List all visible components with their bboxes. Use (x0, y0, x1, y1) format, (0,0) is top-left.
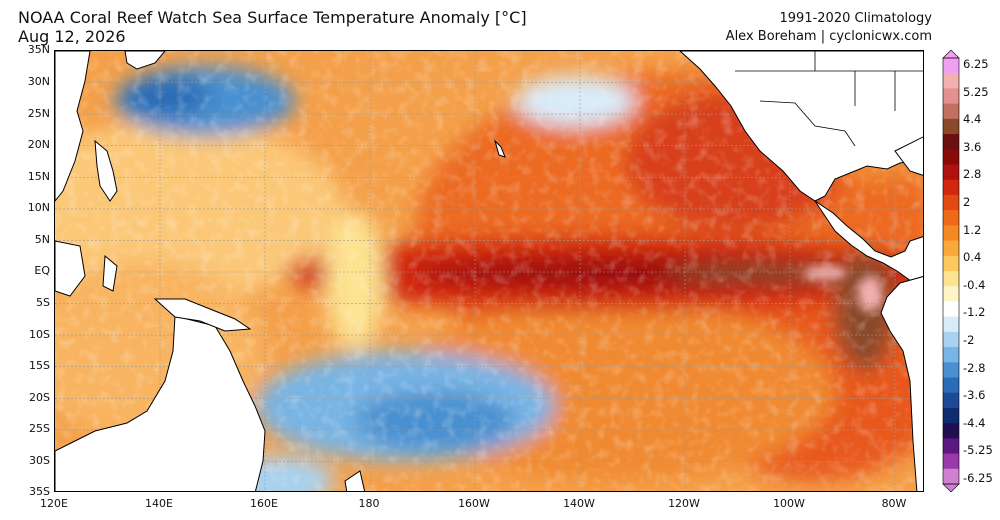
colorbar-swatch (943, 240, 959, 257)
colorbar-tick-label: -1.2 (963, 305, 986, 320)
colorbar-tick-label: -0.4 (963, 277, 986, 292)
lat-label: 20N (27, 138, 50, 151)
map-title: NOAA Coral Reef Watch Sea Surface Temper… (18, 8, 527, 27)
colorbar-tick-label: -4.4 (963, 415, 986, 430)
colorbar-swatch (943, 58, 959, 74)
colorbar-swatch (943, 453, 959, 470)
asia (55, 51, 91, 202)
new-zealand (344, 470, 366, 491)
lat-label: 10N (27, 201, 50, 214)
sulawesi (102, 254, 118, 292)
map-date: Aug 12, 2026 (18, 27, 126, 46)
lon-label: 180 (358, 497, 380, 510)
lat-label: 5N (34, 233, 50, 246)
land-masses (55, 51, 923, 491)
colorbar-tick-label: 1.2 (963, 222, 982, 237)
japan (124, 51, 166, 70)
colorbar-swatch (943, 468, 959, 485)
colorbar-swatch (943, 438, 959, 455)
borders (735, 51, 923, 147)
colorbar-swatch (943, 301, 959, 318)
colorbar-swatch (943, 286, 959, 302)
colorbar-swatch (943, 225, 959, 242)
colorbar-tick-label: 2.8 (963, 167, 982, 182)
colorbar-swatch (943, 255, 959, 272)
colorbar-swatch (943, 347, 959, 363)
colorbar-frame (942, 57, 960, 485)
colorbar-swatch (943, 377, 959, 394)
lat-label: 35S (29, 485, 50, 498)
lon-label: 120E (40, 497, 68, 510)
colorbar-tick-label: 2 (963, 195, 971, 209)
colorbar-swatch (943, 103, 959, 120)
colorbar-tick-label: 5.25 (963, 84, 989, 99)
colorbar-tick-label: 0.4 (963, 250, 982, 265)
colorbar-swatch (943, 134, 959, 150)
lon-label: 100W (773, 497, 805, 510)
colorbar-swatch (943, 73, 959, 89)
lat-label: 30N (27, 75, 50, 88)
colorbar-tick-label: 4.4 (963, 112, 982, 127)
lat-label: 35N (27, 43, 50, 56)
lat-label: 5S (36, 296, 50, 309)
lon-label: 140E (145, 497, 173, 510)
lat-label: EQ (34, 264, 50, 277)
colorbar-swatch (943, 331, 959, 348)
hawaii (493, 139, 506, 158)
philippines (94, 139, 118, 202)
lat-label: 25N (27, 107, 50, 120)
new-guinea (153, 298, 252, 332)
colorbar (942, 50, 960, 492)
colorbar-swatch (943, 118, 959, 135)
central-america (814, 200, 923, 286)
lat-label: 15S (29, 359, 50, 372)
lon-label: 160E (250, 497, 278, 510)
australia (55, 315, 266, 491)
sst-anomaly-map (54, 50, 924, 492)
colorbar-swatch (943, 271, 959, 287)
credit-label: Alex Boreham | cyclonicwx.com (725, 29, 932, 44)
lat-label: 15N (27, 170, 50, 183)
map-canvas (55, 51, 923, 491)
colorbar-swatch (943, 194, 959, 211)
florida (894, 136, 923, 176)
colorbar-swatch (943, 423, 959, 439)
borneo (55, 240, 86, 297)
lat-label: 30S (29, 454, 50, 467)
colorbar-swatch (943, 149, 959, 165)
colorbar-tick-label: 3.6 (963, 139, 982, 154)
colorbar-tick-label: -2.8 (963, 360, 986, 375)
colorbar-swatch (943, 316, 959, 333)
lat-label: 25S (29, 422, 50, 435)
colorbar-tick-label: -5.25 (963, 443, 993, 458)
colorbar-max-arrow (942, 50, 960, 59)
colorbar-swatch (943, 407, 959, 424)
lon-label: 140W (563, 497, 595, 510)
colorbar-swatch (943, 362, 959, 378)
colorbar-tick-label: -2 (963, 333, 975, 347)
colorbar-swatch (943, 179, 959, 196)
colorbar-tick-label: -6.25 (963, 471, 993, 485)
colorbar-swatch (943, 392, 959, 409)
colorbar-tick-label: -3.6 (963, 388, 986, 403)
climatology-label: 1991-2020 Climatology (779, 11, 932, 26)
lon-label: 160W (458, 497, 490, 510)
lon-label: 120W (668, 497, 700, 510)
colorbar-swatch (943, 88, 959, 105)
colorbar-swatch (943, 164, 959, 181)
lat-label: 10S (29, 328, 50, 341)
colorbar-swatch (943, 210, 959, 226)
colorbar-min-arrow (942, 483, 960, 492)
lon-label: 80W (881, 497, 907, 510)
south-america (880, 276, 923, 491)
colorbar-tick-label: 6.25 (963, 57, 989, 71)
lat-label: 20S (29, 391, 50, 404)
